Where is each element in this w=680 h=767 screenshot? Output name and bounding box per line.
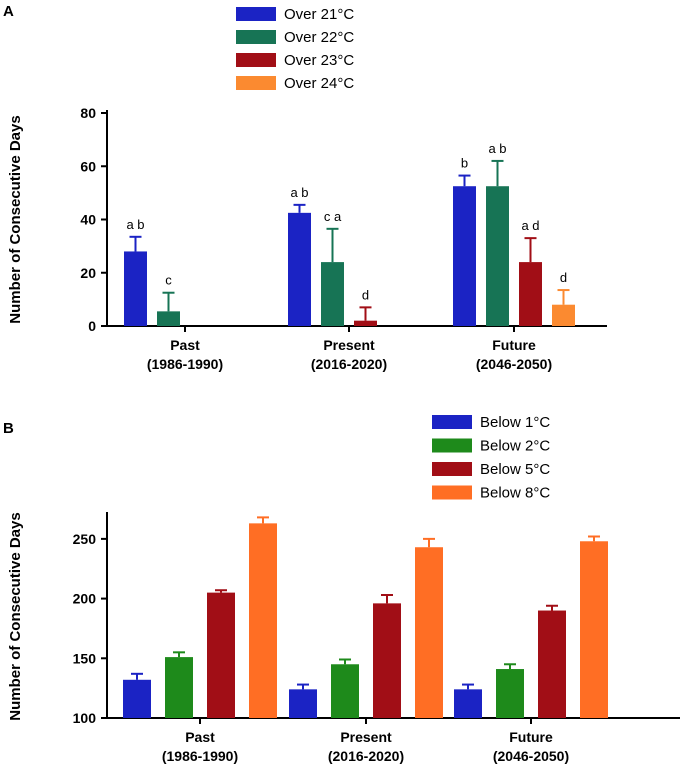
x-tick-label: (2046-2050)	[493, 748, 569, 764]
legend-label: Below 1°C	[480, 414, 550, 431]
legend-label: Over 23°C	[284, 52, 354, 69]
x-tick-label: (2016-2020)	[311, 356, 387, 372]
y-tick-label: 0	[88, 318, 96, 334]
y-axis-label: Number of Consecutive Days	[7, 512, 24, 720]
y-tick-label: 80	[80, 105, 96, 121]
y-tick-label: 20	[80, 265, 96, 281]
legend-swatch	[432, 438, 472, 453]
bar	[124, 251, 147, 326]
legend-swatch	[432, 415, 472, 429]
significance-label: a b	[290, 185, 308, 200]
significance-label: a b	[126, 217, 144, 232]
bar	[165, 657, 193, 718]
bar	[552, 304, 575, 326]
x-tick-label: (2016-2020)	[328, 748, 404, 764]
y-tick-label: 250	[73, 531, 97, 547]
legend-swatch	[236, 30, 276, 44]
x-tick-label: Past	[170, 337, 200, 353]
legend-swatch	[432, 485, 472, 500]
bar	[580, 541, 608, 718]
bar	[123, 679, 151, 718]
x-tick-label: (2046-2050)	[476, 356, 552, 372]
bar	[453, 186, 476, 326]
bar	[321, 262, 344, 326]
bar	[519, 262, 542, 326]
legend-label: Over 24°C	[284, 75, 354, 92]
significance-label: d	[362, 287, 369, 302]
x-tick-label: Past	[185, 729, 215, 745]
bar	[496, 669, 524, 718]
y-tick-label: 100	[73, 710, 97, 726]
legend-label: Below 5°C	[480, 461, 550, 478]
bar	[157, 311, 180, 326]
y-tick-label: 150	[73, 650, 97, 666]
legend-swatch	[432, 462, 472, 476]
bar	[249, 523, 277, 718]
bar	[289, 689, 317, 718]
bar	[415, 547, 443, 718]
panel-b: B Below 1°C Below 2°C Below 5°C Below 8°C 100…	[3, 414, 680, 764]
bar	[354, 320, 377, 326]
x-tick-label: Future	[509, 729, 553, 745]
x-tick-label: (1986-1990)	[147, 356, 223, 372]
significance-label: a d	[521, 218, 539, 233]
y-tick-label: 60	[80, 158, 96, 174]
y-axis-label: Number of Consecutive Days	[7, 115, 24, 323]
x-tick-label: Present	[323, 337, 375, 353]
panel-label: B	[3, 420, 14, 437]
bar	[538, 610, 566, 718]
bar	[486, 186, 509, 326]
x-tick-label: Present	[340, 729, 392, 745]
panel-a: A Over 21°C Over 22°C Over 23°C Over 24°C 0 20…	[3, 3, 607, 372]
legend-swatch	[236, 76, 276, 90]
significance-label: b	[461, 156, 468, 171]
significance-label: a b	[488, 141, 506, 156]
legend-label: Below 2°C	[480, 438, 550, 455]
y-tick-label: 40	[80, 212, 96, 228]
bar	[207, 592, 235, 718]
bar	[331, 664, 359, 718]
significance-label: c	[165, 273, 172, 288]
legend-label: Over 21°C	[284, 6, 354, 23]
bar	[454, 689, 482, 718]
legend-label: Below 8°C	[480, 485, 550, 502]
panel-label: A	[3, 3, 14, 20]
x-tick-label: (1986-1990)	[162, 748, 238, 764]
x-tick-label: Future	[492, 337, 536, 353]
legend-label: Over 22°C	[284, 29, 354, 46]
legend-swatch	[236, 7, 276, 21]
significance-label: d	[560, 270, 567, 285]
bar	[373, 603, 401, 718]
significance-label: c a	[324, 209, 342, 224]
y-tick-label: 200	[73, 591, 97, 607]
legend-swatch	[236, 53, 276, 67]
bar	[288, 212, 311, 326]
